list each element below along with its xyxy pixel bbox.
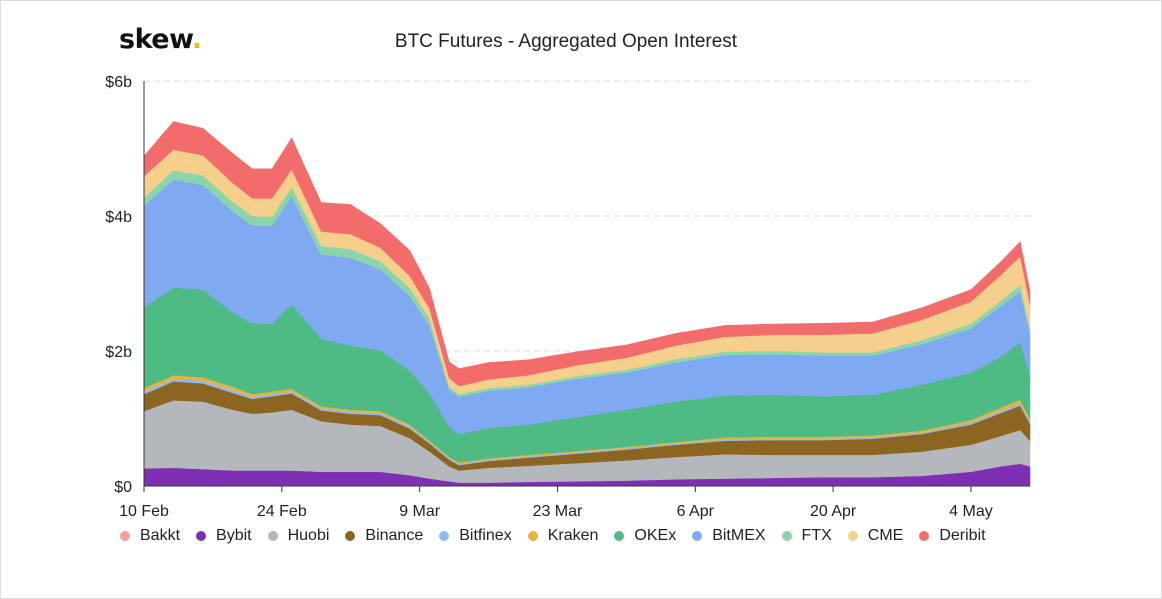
legend-item-bitfinex[interactable]: Bitfinex <box>439 527 512 545</box>
y-tick-label: $2b <box>105 344 132 361</box>
legend-marker <box>439 531 450 541</box>
legend-item-okex[interactable]: OKEx <box>614 527 676 545</box>
legend-label: Kraken <box>547 527 599 544</box>
legend-marker <box>781 531 792 541</box>
x-tick-label: 4 May <box>949 503 993 520</box>
legend-marker <box>345 531 356 541</box>
legend-marker <box>614 531 625 541</box>
area-series <box>143 121 1031 487</box>
legend: Bakkt Bybit Huobi Binance Bitfinex Kraken OKEx… <box>120 527 1002 545</box>
area-deribit <box>143 121 1031 387</box>
x-tick-label: 6 Apr <box>677 503 715 520</box>
legend-label: Bybit <box>216 527 252 544</box>
legend-item-ftx[interactable]: FTX <box>781 527 832 545</box>
legend-marker <box>196 531 207 541</box>
legend-label: Bitfinex <box>459 527 512 544</box>
legend-marker <box>692 531 703 541</box>
legend-item-binance[interactable]: Binance <box>345 527 423 545</box>
x-tick-label: 23 Mar <box>533 503 583 520</box>
axes: $0 $2b $4b $6b 10 Feb 24 Feb 9 Mar 23 Mar 6 Apr 2… <box>105 74 1030 520</box>
legend-item-bybit[interactable]: Bybit <box>196 527 252 545</box>
legend-marker <box>527 531 538 541</box>
x-tick-label: 9 Mar <box>399 503 441 520</box>
legend-label: OKEx <box>634 527 677 544</box>
legend-label: FTX <box>801 527 832 544</box>
x-tick-label: 10 Feb <box>119 503 169 520</box>
legend-item-bakkt[interactable]: Bakkt <box>120 527 180 545</box>
legend-item-kraken[interactable]: Kraken <box>527 527 599 545</box>
legend-label: Bakkt <box>140 527 181 544</box>
legend-label: CME <box>867 527 904 544</box>
x-tick-label: 20 Apr <box>810 503 857 520</box>
legend-item-cme[interactable]: CME <box>847 527 904 545</box>
legend-marker <box>919 531 930 541</box>
legend-label: Huobi <box>287 527 330 544</box>
chart-title: BTC Futures - Aggregated Open Interest <box>394 31 738 52</box>
legend-item-deribit[interactable]: Deribit <box>919 527 986 545</box>
legend-item-huobi[interactable]: Huobi <box>267 527 330 545</box>
legend-label: Deribit <box>939 527 986 544</box>
x-tick-label: 24 Feb <box>257 503 307 520</box>
legend-label: BitMEX <box>712 527 766 544</box>
y-tick-label: $4b <box>105 209 132 226</box>
y-tick-label: $0 <box>114 479 132 496</box>
skew-logo: skew. <box>119 24 202 55</box>
legend-label: Binance <box>365 527 424 544</box>
legend-marker <box>847 531 858 541</box>
legend-marker <box>267 531 278 541</box>
y-tick-label: $6b <box>105 74 132 91</box>
legend-marker <box>120 531 130 541</box>
legend-item-bitmex[interactable]: BitMEX <box>692 527 766 545</box>
